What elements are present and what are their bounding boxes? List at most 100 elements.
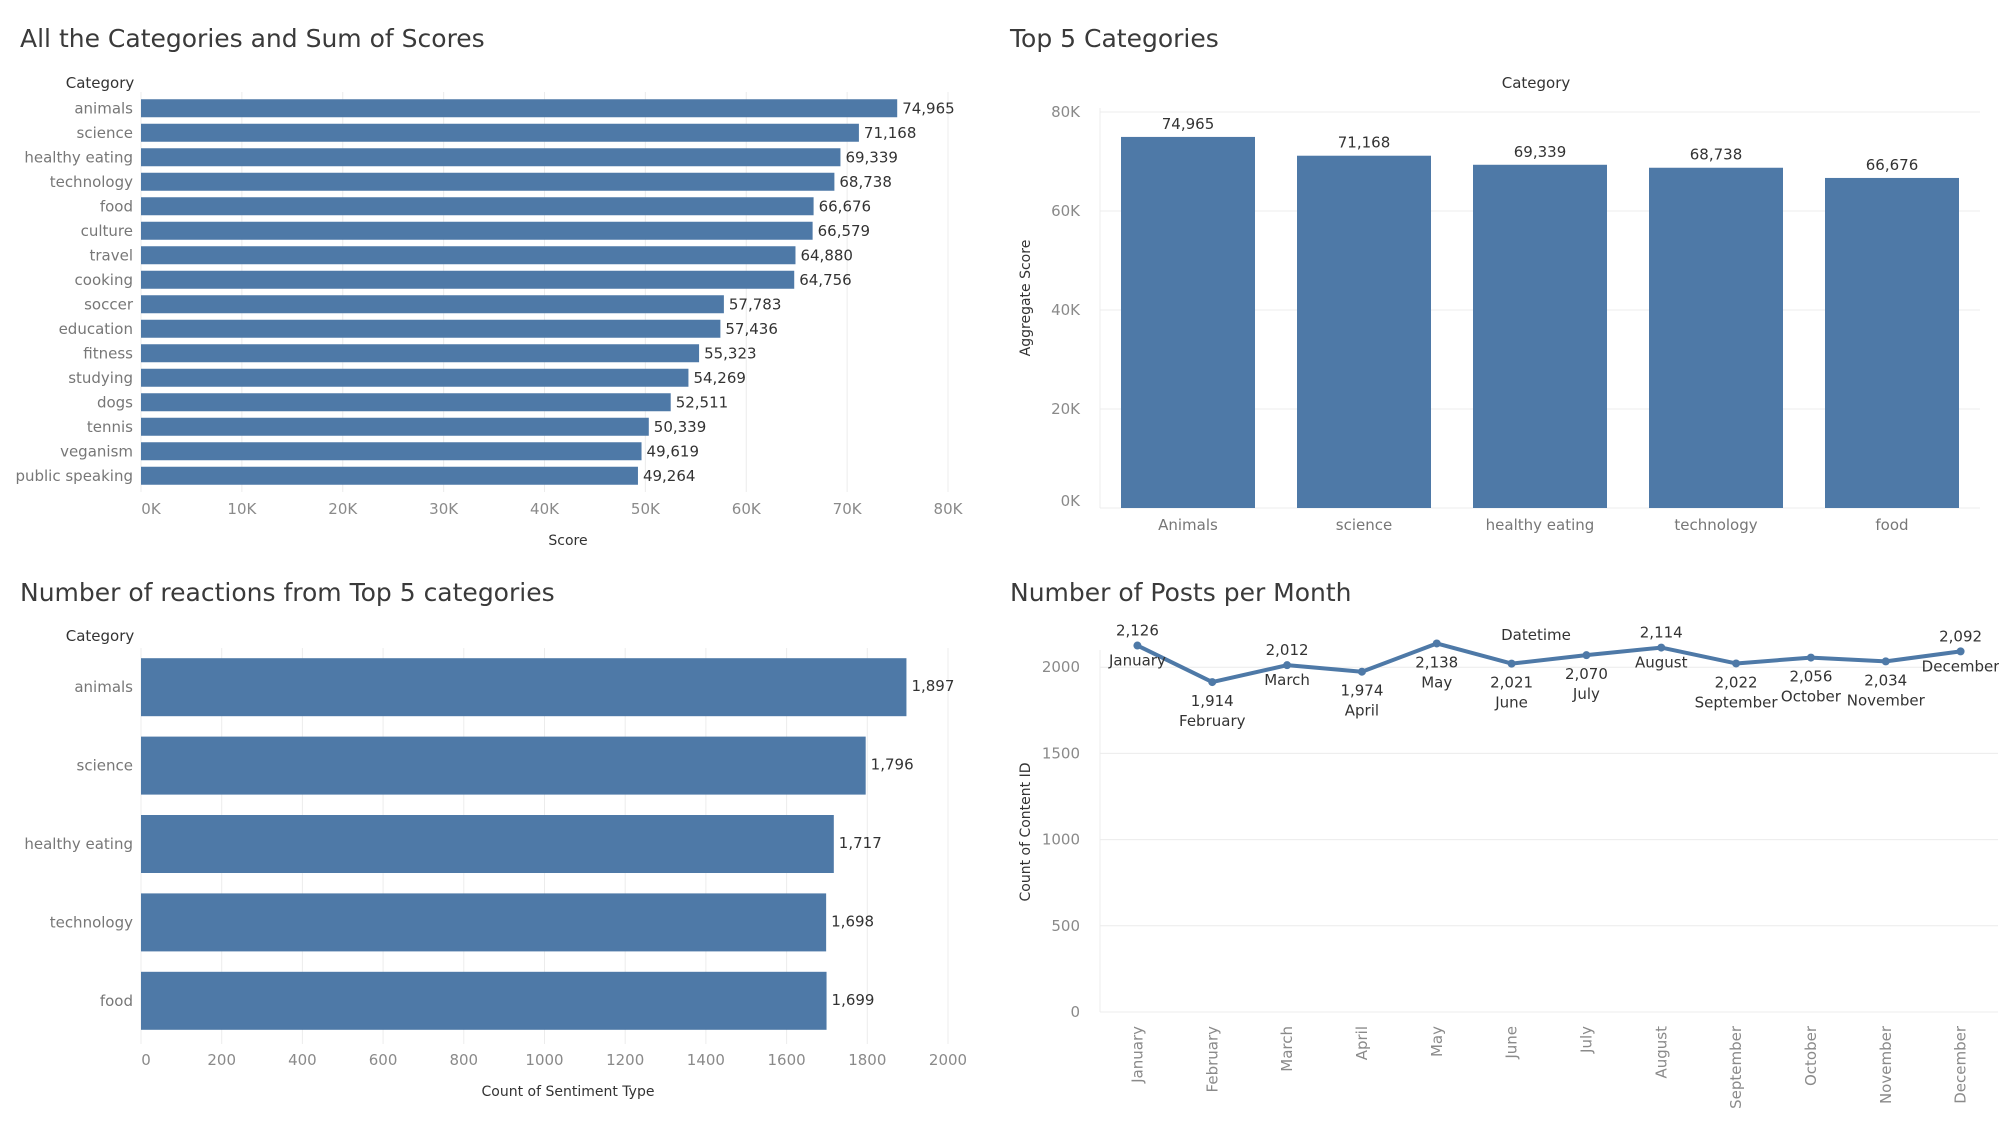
- bar: [141, 393, 671, 412]
- category-label: veganism: [60, 442, 133, 460]
- chart3-title: Number of reactions from Top 5 categorie…: [20, 578, 555, 607]
- x-tick-label: 40K: [530, 500, 560, 518]
- bar: [1825, 177, 1959, 508]
- bar: [1297, 155, 1431, 509]
- value-label: 2,114: [1640, 624, 1683, 642]
- chart3-svg: 0 200 400 600 800 1000 1200 1400 1600 1800 2000 Cat…: [24, 627, 967, 1100]
- category-label: studying: [68, 369, 133, 387]
- x-tick-label: 10K: [227, 500, 257, 518]
- category-label: healthy eating: [24, 835, 133, 853]
- value-label: 2,056: [1789, 668, 1832, 686]
- category-label: public speaking: [15, 467, 133, 485]
- value-label: 1,974: [1340, 682, 1383, 700]
- x-tick-label: December: [1952, 1025, 1970, 1104]
- y-axis-title: Aggregate Score: [1018, 240, 1034, 357]
- category-label: healthy eating: [1486, 516, 1595, 534]
- value-label: 74,965: [1162, 115, 1215, 133]
- x-tick-label: 800: [449, 1051, 478, 1069]
- x-tick-label: March: [1278, 1026, 1296, 1072]
- value-label: 49,619: [647, 442, 700, 460]
- data-point: [1881, 657, 1890, 666]
- value-label: 57,436: [725, 320, 778, 338]
- category-label: cooking: [75, 271, 133, 289]
- point-month-label: November: [1847, 691, 1926, 709]
- category-header: Category: [66, 74, 135, 92]
- value-label: 2,022: [1715, 673, 1758, 691]
- category-label: education: [59, 320, 133, 338]
- value-label: 66,676: [1866, 156, 1919, 174]
- bar: [141, 172, 835, 191]
- data-point: [1806, 653, 1815, 662]
- x-tick-label: February: [1203, 1026, 1221, 1093]
- y-tick-label: 40K: [1051, 301, 1081, 319]
- value-label: 54,269: [693, 369, 746, 387]
- category-label: culture: [81, 222, 133, 240]
- bar: [141, 417, 649, 436]
- data-point: [1507, 659, 1516, 668]
- x-tick-label: October: [1802, 1025, 1820, 1086]
- value-label: 50,339: [654, 418, 707, 436]
- x-tick-label: 0: [141, 1051, 151, 1069]
- point-month-label: October: [1781, 688, 1842, 706]
- x-tick-label: 400: [288, 1051, 317, 1069]
- y-tick-label: 0: [1070, 1003, 1080, 1021]
- y-tick-label: 1500: [1042, 744, 1080, 762]
- chart1-svg: 0K 10K 20K 30K 40K 50K 60K 70K 80K Category animal…: [15, 74, 963, 549]
- x-tick-label: April: [1353, 1026, 1371, 1060]
- data-point: [1582, 651, 1591, 660]
- bar: [141, 246, 796, 265]
- data-point: [1432, 639, 1441, 648]
- value-label: 66,676: [819, 197, 872, 215]
- category-label: technology: [1674, 516, 1757, 534]
- category-label: food: [1875, 516, 1908, 534]
- point-month-label: April: [1345, 702, 1379, 720]
- category-label: technology: [50, 913, 133, 931]
- data-point: [1956, 647, 1965, 656]
- value-label: 69,339: [1514, 143, 1567, 161]
- category-label: animals: [74, 99, 133, 117]
- y-tick-label: 2000: [1042, 658, 1080, 676]
- data-point: [1283, 661, 1292, 670]
- value-label: 64,756: [799, 271, 852, 289]
- point-month-label: September: [1695, 693, 1779, 711]
- value-label: 2,021: [1490, 674, 1533, 692]
- bar: [141, 368, 689, 387]
- category-label: science: [1336, 516, 1392, 534]
- bar: [141, 658, 907, 717]
- x-tick-label: November: [1877, 1025, 1895, 1104]
- category-label: Animals: [1158, 516, 1218, 534]
- value-label: 68,738: [1690, 146, 1743, 164]
- chart2-title: Top 5 Categories: [1010, 24, 1219, 53]
- chart2-svg: 0K 20K 40K 60K 80K Category 74,965 Animals 71,16…: [1018, 74, 1980, 534]
- category-label: travel: [89, 246, 133, 264]
- bar: [141, 123, 859, 142]
- bar: [141, 815, 834, 873]
- series-line: [1136, 641, 1961, 685]
- x-tick-label: 1000: [525, 1051, 563, 1069]
- x-tick-label: July: [1577, 1026, 1595, 1054]
- x-tick-label: May: [1428, 1026, 1446, 1057]
- category-header: Category: [66, 627, 135, 645]
- bar: [141, 893, 827, 952]
- bar: [141, 197, 814, 216]
- data-point: [1208, 678, 1217, 687]
- value-label: 57,783: [729, 295, 782, 313]
- value-label: 2,070: [1565, 665, 1608, 683]
- category-label: animals: [74, 678, 133, 696]
- x-tick-label: 0K: [141, 500, 162, 518]
- chart4-title: Number of Posts per Month: [1010, 578, 1352, 607]
- category-label: dogs: [97, 393, 133, 411]
- category-header: Category: [1502, 74, 1571, 92]
- value-label: 64,880: [800, 246, 853, 264]
- value-label: 1,914: [1191, 692, 1234, 710]
- value-label: 66,579: [818, 222, 871, 240]
- x-tick-label: 70K: [833, 500, 863, 518]
- bar: [141, 442, 642, 461]
- x-tick-label: 1200: [606, 1051, 644, 1069]
- point-month-label: June: [1494, 694, 1528, 712]
- bar: [1649, 167, 1783, 509]
- x-tick-label: 30K: [429, 500, 459, 518]
- y-tick-label: 20K: [1051, 400, 1081, 418]
- bar: [141, 99, 898, 118]
